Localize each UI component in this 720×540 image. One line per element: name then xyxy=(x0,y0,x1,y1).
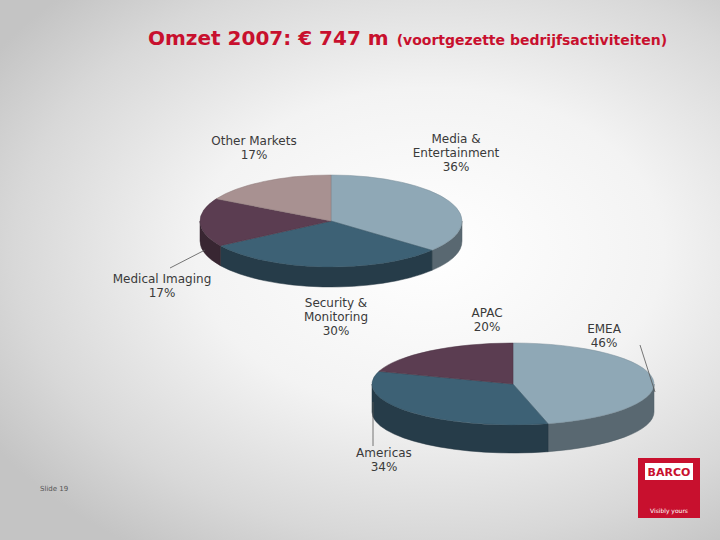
data-label: Other Markets17% xyxy=(194,134,314,162)
leader-line xyxy=(170,250,205,268)
category-label: APAC xyxy=(427,306,547,320)
data-label: EMEA46% xyxy=(544,322,664,350)
leader-line xyxy=(373,402,374,446)
footer: Slide 19 xyxy=(40,485,68,493)
logo-text: BARCO xyxy=(648,466,691,479)
value-label: 36% xyxy=(396,160,516,174)
pie-slice xyxy=(372,371,548,425)
logo-box xyxy=(638,458,700,518)
value-label: 20% xyxy=(427,320,547,334)
leader-line xyxy=(640,345,655,392)
data-label: APAC20% xyxy=(427,306,547,334)
data-label: Americas34% xyxy=(324,446,444,474)
data-label: Media & Entertainment36% xyxy=(396,132,516,174)
pie-tops xyxy=(200,175,462,267)
subtitle: (voortgezette bedrijfsactiviteiten) xyxy=(397,32,667,48)
category-label: Other Markets xyxy=(194,134,314,148)
category-label: Medical Imaging xyxy=(102,272,222,286)
data-label: Medical Imaging17% xyxy=(102,272,222,300)
category-label: Media & Entertainment xyxy=(408,132,504,160)
value-label: 17% xyxy=(194,148,314,162)
pie-chart xyxy=(170,175,462,287)
logo: BARCO Visibly yours xyxy=(638,458,700,518)
pie-slice xyxy=(216,175,331,221)
data-label: Security & Monitoring30% xyxy=(276,296,396,338)
category-label: EMEA xyxy=(544,322,664,336)
tagline: Visibly yours xyxy=(650,507,688,515)
value-label: 17% xyxy=(102,286,222,300)
pie-slice xyxy=(379,343,513,384)
title-block: Omzet 2007: € 747 m (voortgezette bedrijf… xyxy=(148,26,667,50)
value-label: 46% xyxy=(544,336,664,350)
value-label: 30% xyxy=(276,324,396,338)
category-label: Americas xyxy=(324,446,444,460)
logo-plate xyxy=(645,463,693,480)
value-label: 34% xyxy=(324,460,444,474)
category-label: Security & Monitoring xyxy=(288,296,384,324)
title: Omzet 2007: € 747 m xyxy=(148,26,389,50)
pie-chart xyxy=(372,343,655,453)
pie-tops xyxy=(372,343,654,425)
